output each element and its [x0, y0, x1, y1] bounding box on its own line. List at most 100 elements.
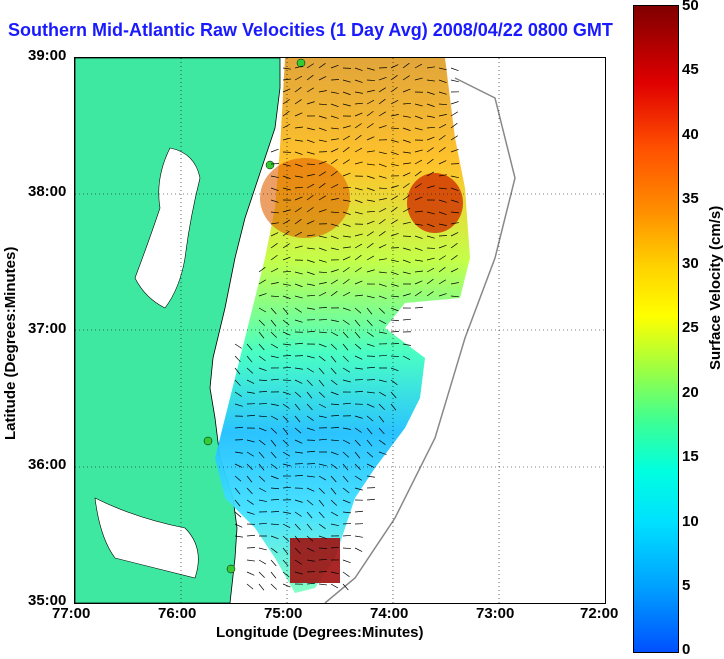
velocity-arrow: [426, 185, 435, 189]
velocity-arrow: [378, 283, 387, 287]
velocity-arrow: [390, 295, 399, 298]
velocity-arrow: [234, 426, 243, 429]
velocity-arrow: [282, 571, 290, 578]
velocity-arrow: [306, 403, 313, 411]
velocity-arrow: [426, 147, 434, 153]
velocity-arrow: [438, 147, 446, 153]
hotspot-north: [260, 158, 350, 238]
velocity-arrow: [342, 79, 351, 83]
velocity-arrow: [426, 171, 435, 177]
velocity-arrow: [258, 415, 267, 418]
velocity-arrow: [342, 511, 351, 514]
velocity-arrow: [258, 571, 265, 578]
velocity-arrow: [318, 247, 327, 252]
velocity-arrow: [402, 62, 410, 69]
velocity-arrow: [282, 535, 290, 542]
colorbar-tick: 45: [682, 61, 699, 78]
velocity-arrow: [258, 266, 266, 273]
velocity-arrow: [294, 403, 301, 411]
velocity-arrow: [366, 391, 375, 394]
velocity-arrow: [282, 439, 289, 446]
velocity-arrow: [354, 147, 363, 153]
velocity-arrow: [450, 243, 458, 249]
ytick-label: 37:00: [28, 320, 67, 337]
velocity-arrow: [378, 244, 387, 249]
velocity-arrow: [354, 199, 363, 204]
velocity-arrow: [306, 523, 313, 531]
velocity-arrow: [366, 366, 375, 369]
ytick-label: 38:00: [28, 183, 67, 200]
velocity-arrow: [450, 122, 458, 129]
velocity-arrow: [306, 511, 313, 519]
velocity-arrow: [294, 547, 301, 555]
velocity-arrow: [234, 499, 241, 507]
velocity-arrow: [318, 306, 328, 309]
velocity-arrow: [330, 583, 339, 589]
velocity-arrow: [306, 487, 315, 492]
velocity-arrow: [270, 163, 280, 165]
velocity-arrow: [330, 170, 338, 177]
velocity-arrow: [306, 127, 315, 131]
ytick-label: 39:00: [28, 47, 67, 64]
velocity-arrow: [414, 235, 423, 239]
velocity-arrow: [378, 198, 387, 201]
velocity-arrow: [306, 367, 314, 373]
velocity-arrow: [366, 136, 375, 141]
velocity-arrow: [294, 439, 303, 444]
velocity-arrow: [234, 343, 242, 349]
velocity-arrow: [342, 199, 351, 202]
velocity-arrow: [258, 279, 266, 285]
velocity-arrow: [426, 158, 434, 165]
velocity-arrow: [438, 293, 447, 297]
velocity-arrow: [450, 199, 459, 203]
velocity-arrow: [354, 367, 363, 370]
velocity-arrow: [426, 103, 435, 107]
shelf-contour: [324, 77, 516, 603]
station-marker: [296, 58, 306, 68]
velocity-arrow: [342, 331, 349, 339]
velocity-arrow: [366, 475, 375, 478]
velocity-arrow: [378, 439, 386, 445]
velocity-arrow: [282, 463, 291, 467]
velocity-arrow: [318, 547, 328, 549]
velocity-arrow: [270, 254, 278, 261]
velocity-arrow: [426, 66, 435, 69]
velocity-arrow: [378, 271, 387, 274]
velocity-arrow: [414, 291, 422, 297]
velocity-arrow: [378, 125, 387, 129]
velocity-arrow: [270, 511, 280, 513]
velocity-arrow: [330, 546, 339, 549]
velocity-arrow: [354, 307, 362, 314]
velocity-arrow: [294, 196, 303, 201]
velocity-arrow: [282, 256, 291, 261]
velocity-arrow: [342, 547, 352, 549]
velocity-arrow: [294, 535, 301, 543]
velocity-arrow: [426, 136, 435, 141]
hotspot-east: [407, 173, 463, 233]
velocity-arrow: [450, 79, 459, 83]
velocity-arrow: [414, 247, 423, 251]
velocity-arrow: [402, 88, 411, 93]
velocity-arrow: [306, 547, 315, 552]
velocity-arrow: [294, 523, 301, 531]
station-marker: [265, 160, 275, 170]
velocity-arrow: [270, 243, 278, 249]
velocity-arrow: [354, 427, 362, 433]
hotspot-south: [290, 538, 340, 583]
velocity-arrow: [318, 463, 327, 467]
velocity-arrow: [282, 123, 291, 129]
velocity-arrow: [270, 427, 278, 434]
velocity-arrow: [294, 451, 303, 454]
velocity-arrow: [438, 255, 446, 261]
velocity-arrow: [378, 451, 387, 455]
velocity-arrow: [318, 292, 327, 297]
velocity-arrow: [294, 163, 303, 167]
velocity-arrow: [270, 559, 277, 567]
velocity-arrow: [342, 451, 350, 458]
velocity-arrow: [414, 223, 423, 226]
velocity-arrow: [294, 126, 303, 129]
velocity-arrow: [294, 218, 302, 225]
velocity-arrow: [354, 280, 363, 285]
velocity-arrow: [282, 230, 290, 237]
velocity-arrow: [330, 403, 339, 406]
